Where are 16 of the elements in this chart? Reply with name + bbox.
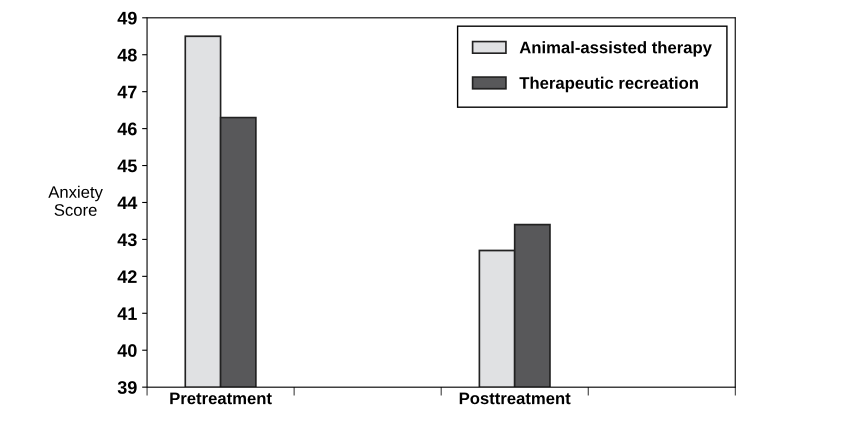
y-tick-label: 41 xyxy=(118,307,137,320)
y-tick-label: 39 xyxy=(118,381,137,394)
x-tick-label: Pretreatment xyxy=(170,392,272,404)
x-tick-label: Posttreatment xyxy=(460,392,571,404)
legend-label: Animal-assisted therapy xyxy=(520,41,712,57)
y-tick-label: 49 xyxy=(118,12,137,25)
y-tick-label: 42 xyxy=(118,270,137,283)
y-tick-label: 46 xyxy=(118,122,137,136)
y-tick-label: 47 xyxy=(118,86,137,98)
y-tick-label: 44 xyxy=(118,196,138,210)
y-axis-title: Anxiety Score xyxy=(48,186,103,216)
y-tick-label: 48 xyxy=(118,48,137,62)
y-tick-label: 43 xyxy=(118,233,137,246)
y-tick-label: 40 xyxy=(118,344,137,357)
legend-label: Therapeutic recreation xyxy=(519,76,698,92)
y-tick-label: 45 xyxy=(118,160,137,172)
